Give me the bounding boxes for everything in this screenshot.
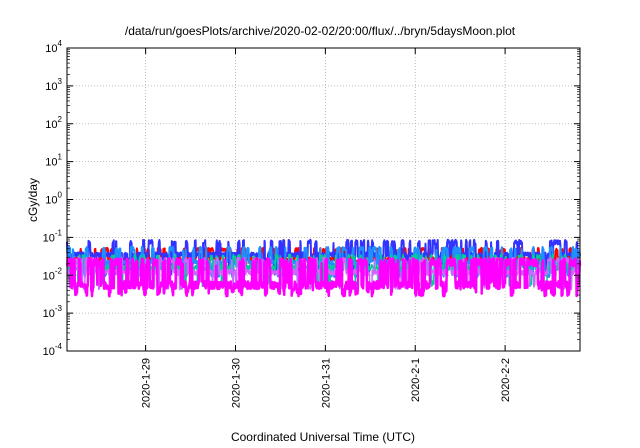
y-tick-label: 103	[45, 77, 62, 93]
x-tick-label: 2020-1-31	[320, 358, 332, 408]
chart-title: /data/run/goesPlots/archive/2020-02-02/2…	[125, 24, 516, 38]
y-tick-label: 102	[45, 115, 62, 131]
x-tick-label: 2020-2-1	[410, 358, 422, 402]
x-tick-label: 2020-2-2	[500, 358, 512, 402]
x-tick-label: 2020-1-30	[231, 358, 243, 408]
y-axis-label: cGy/day	[26, 178, 40, 222]
y-tick-label: 100	[45, 191, 62, 207]
y-axis: 10-4 10-3 10-2 10-1 100 101 102 103 104	[43, 39, 580, 358]
y-tick-label: 10-1	[43, 228, 63, 244]
x-axis-label: Coordinated Universal Time (UTC)	[231, 430, 415, 444]
y-tick-label: 101	[45, 153, 62, 169]
x-tick-label: 2020-1-29	[141, 358, 153, 408]
y-tick-label: 10-4	[43, 342, 63, 358]
series-line-6	[66, 257, 582, 298]
y-tick-label: 104	[45, 39, 62, 55]
grid-lines	[67, 48, 580, 351]
x-axis: 2020-1-29 2020-1-30 2020-1-31 2020-2-1 2020-…	[141, 48, 512, 408]
y-tick-label: 10-2	[43, 266, 63, 282]
data-series	[66, 238, 582, 298]
y-tick-label: 10-3	[43, 304, 63, 320]
